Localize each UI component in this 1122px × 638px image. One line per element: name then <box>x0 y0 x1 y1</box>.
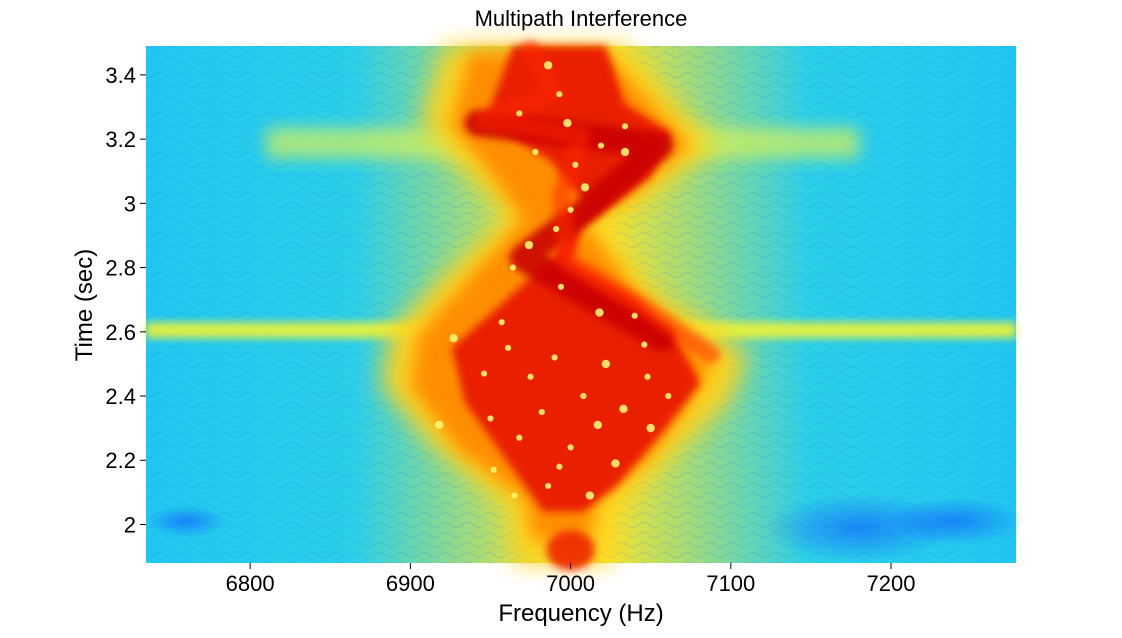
interference-hotspot <box>551 354 558 361</box>
y-tick-label: 2.8 <box>105 256 136 281</box>
x-tick-label: 6800 <box>226 571 275 596</box>
interference-hotspot <box>449 334 458 343</box>
interference-hotspot <box>593 420 603 430</box>
chart-title: Multipath Interference <box>475 6 688 31</box>
interference-hotspot <box>516 110 523 117</box>
interference-hotspot <box>480 370 488 377</box>
interference-hotspot <box>527 373 534 380</box>
interference-hotspot <box>543 61 553 70</box>
y-tick-label: 2 <box>124 512 136 537</box>
x-tick-label: 6900 <box>386 571 435 596</box>
interference-hotspot <box>567 206 574 213</box>
interference-hotspot <box>585 491 595 500</box>
x-axis: 6800 6900 7000 7100 7200 <box>226 563 916 596</box>
interference-hotspot <box>524 240 534 250</box>
low-energy-region-left <box>146 505 227 538</box>
interference-hotspot <box>621 123 629 130</box>
low-energy-region-corner <box>885 497 1026 546</box>
interference-hotspot <box>580 183 590 192</box>
interference-hotspot <box>498 319 505 326</box>
interference-hotspot <box>538 408 545 416</box>
y-axis-label: Time (sec) <box>71 249 98 361</box>
interference-hotspot <box>631 312 638 319</box>
bottom-energy-spot <box>546 530 595 571</box>
y-tick-label: 2.4 <box>105 384 136 409</box>
interference-hotspot <box>553 225 560 233</box>
interference-hotspot <box>595 308 604 317</box>
interference-hotspot <box>487 415 494 422</box>
interference-hotspot <box>611 459 620 468</box>
interference-hotspot <box>511 492 518 499</box>
interference-hotspot <box>532 148 539 156</box>
interference-hotspot <box>644 373 651 380</box>
interference-hotspot <box>516 434 523 441</box>
y-tick-label: 3 <box>124 191 136 216</box>
interference-hotspot <box>665 392 672 400</box>
interference-hotspot <box>572 161 579 168</box>
x-axis-label: Frequency (Hz) <box>498 600 663 627</box>
interference-hotspot <box>620 147 630 157</box>
y-tick-label: 3.2 <box>105 127 136 152</box>
y-tick-label: 3.4 <box>105 63 136 88</box>
interference-hotspot <box>567 444 574 451</box>
y-tick-label: 2.2 <box>105 448 136 473</box>
y-axis: 2 2.2 2.4 2.6 2.8 3 3.2 3.4 <box>105 63 146 537</box>
interference-hotspot <box>557 283 565 290</box>
x-tick-label: 7000 <box>546 571 595 596</box>
interference-hotspot <box>545 482 552 490</box>
y-tick-label: 2.6 <box>105 320 136 345</box>
interference-hotspot <box>490 466 497 473</box>
plot-area <box>146 40 1026 571</box>
interference-hotspot <box>435 420 444 430</box>
interference-hotspot <box>619 404 628 414</box>
interference-hotspot <box>597 142 605 149</box>
interference-hotspot <box>646 423 655 433</box>
interference-hotspot <box>504 344 512 351</box>
diagonal-energy-trace-b <box>475 40 721 364</box>
interference-hotspot <box>509 264 517 271</box>
interference-hotspot <box>556 463 563 470</box>
interference-hotspot <box>563 118 572 128</box>
interference-hotspot <box>556 91 563 98</box>
x-tick-label: 7100 <box>706 571 755 596</box>
heatmap-layer <box>146 40 1026 571</box>
interference-hotspot <box>601 359 611 369</box>
x-tick-label: 7200 <box>867 571 916 596</box>
interference-hotspot <box>580 392 587 400</box>
interference-hotspot <box>641 341 648 348</box>
